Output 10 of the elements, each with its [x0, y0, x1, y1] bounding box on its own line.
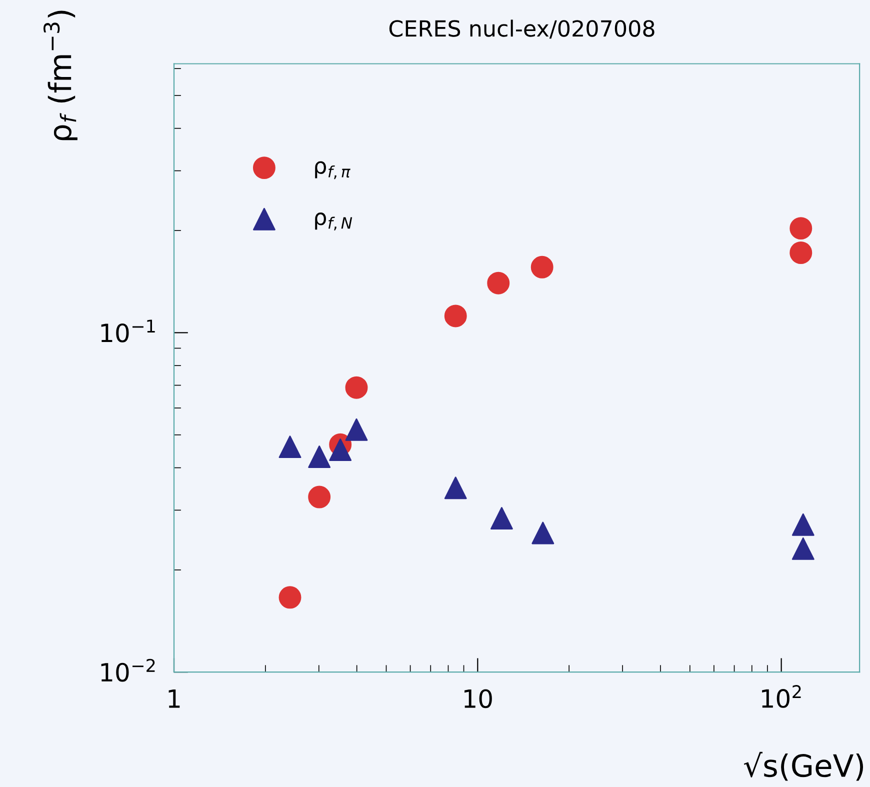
x-tick-label: 10: [464, 689, 492, 708]
legend-label: ρ$_{f,π}$: [315, 161, 350, 180]
x-tick-label: 10$^{2}$: [762, 685, 801, 708]
y-tick-label: 10$^{−2}$: [101, 658, 155, 682]
x-tick-label: 1: [168, 690, 180, 708]
legend-label: ρ$_{f,N}$: [315, 212, 352, 230]
y-tick-label: 10$^{−1}$: [101, 320, 155, 342]
x-axis-title: √s(GeV): [744, 752, 864, 781]
chart-title: CERES nucl-ex/0207008: [389, 20, 654, 39]
y-axis-title: ρ$_{f}$ (fm$^{−3}$): [44, 10, 78, 140]
